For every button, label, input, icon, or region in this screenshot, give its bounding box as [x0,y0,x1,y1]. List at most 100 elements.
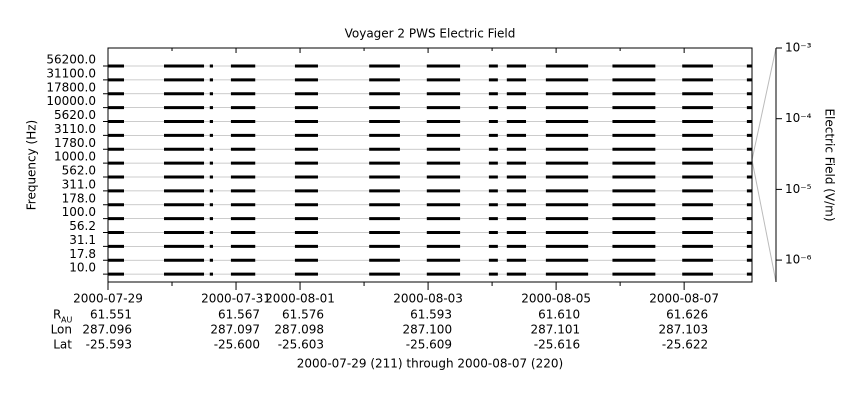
coverage-segment [545,231,589,234]
coverage-segment [209,272,213,276]
coverage-segment [164,120,205,123]
coverage-segment [545,78,589,82]
plot-frame [107,47,753,283]
coverage-segment [369,147,400,151]
coverage-segment [682,203,713,207]
coverage-segment [294,120,318,123]
coverage-segment [545,244,589,248]
ephemeris-label: R [53,308,61,322]
coverage-segment [506,189,527,193]
coverage-segment [209,217,213,221]
coverage-segment [230,189,256,193]
coverage-segment [506,203,527,207]
ephemeris-value: 287.096 [82,323,132,337]
x-tick-label: 2000-08-03 [393,292,463,306]
coverage-segment [545,217,589,221]
coverage-segment [164,175,205,179]
coverage-segment [545,92,589,96]
coverage-segment [612,92,656,96]
ephemeris-value: 287.098 [274,323,324,337]
coverage-segment [506,92,527,96]
coverage-segment [369,258,400,262]
coverage-segment [488,106,498,110]
coverage-segment [426,189,461,193]
coverage-segment [612,244,656,248]
coverage-segment [209,189,213,193]
y2-tick-label: 10⁻³ [785,41,812,55]
coverage-segment [108,64,125,68]
coverage-segment [108,231,125,234]
coverage-segment [682,217,713,221]
ephemeris-label: Lon [51,323,72,337]
coverage-segment [545,64,589,68]
coverage-segment [230,258,256,262]
coverage-segment [369,78,400,82]
coverage-segment [682,64,713,68]
coverage-segment [746,133,752,137]
coverage-segment [294,244,318,248]
coverage-segment [164,106,205,110]
coverage-segment [746,203,752,207]
coverage-segment [164,231,205,234]
coverage-segment [369,231,400,234]
ephemeris-value: 287.101 [530,323,580,337]
coverage-segment [164,78,205,82]
coverage-segment [612,78,656,82]
coverage-segment [488,161,498,165]
coverage-segment [682,120,713,123]
coverage-segment [488,272,498,276]
coverage-segment [426,64,461,68]
coverage-segment [294,203,318,207]
coverage-segment [209,203,213,207]
ephemeris-value: 61.551 [90,308,132,322]
coverage-segment [506,161,527,165]
ephemeris-value: 61.626 [666,308,708,322]
coverage-segment [209,244,213,248]
coverage-segment [230,120,256,123]
coverage-segment [209,231,213,234]
channel-label: 31100.0 [46,66,96,80]
channel-label: 100.0 [62,205,96,219]
coverage-segment [682,189,713,193]
coverage-segment [426,272,461,276]
coverage-segment [230,203,256,207]
coverage-segment [230,217,256,221]
x-tick-label: 2000-08-07 [649,292,719,306]
coverage-segment [682,175,713,179]
coverage-segment [108,147,125,151]
coverage-segment [545,106,589,110]
coverage-segment [164,92,205,96]
coverage-segment [612,189,656,193]
coverage-segment [506,120,527,123]
y2-tick-label: 10⁻⁶ [785,253,812,267]
coverage-segment [612,272,656,276]
coverage-segment [369,106,400,110]
coverage-segment [230,64,256,68]
coverage-segment [209,161,213,165]
ephemeris-value: 61.593 [410,308,452,322]
coverage-segment [230,92,256,96]
coverage-segment [426,231,461,234]
channel-label: 1000.0 [54,150,96,164]
coverage-segment [209,120,213,123]
ephemeris-value: -25.600 [214,338,260,352]
coverage-segment [488,147,498,151]
coverage-segment [369,189,400,193]
coverage-segment [369,161,400,165]
coverage-segment [294,133,318,137]
x-tick-label: 2000-08-01 [265,292,335,306]
coverage-segment [612,133,656,137]
coverage-segment [108,78,125,82]
coverage-segment [488,203,498,207]
coverage-segment [488,64,498,68]
coverage-segment [612,175,656,179]
coverage-segment [294,78,318,82]
coverage-segment [230,106,256,110]
y2-tick-label: 10⁻⁵ [785,182,812,196]
coverage-segment [294,189,318,193]
channel-label: 3110.0 [54,122,96,136]
coverage-segment [209,175,213,179]
coverage-segment [294,231,318,234]
coverage-segment [164,258,205,262]
coverage-segment [746,244,752,248]
